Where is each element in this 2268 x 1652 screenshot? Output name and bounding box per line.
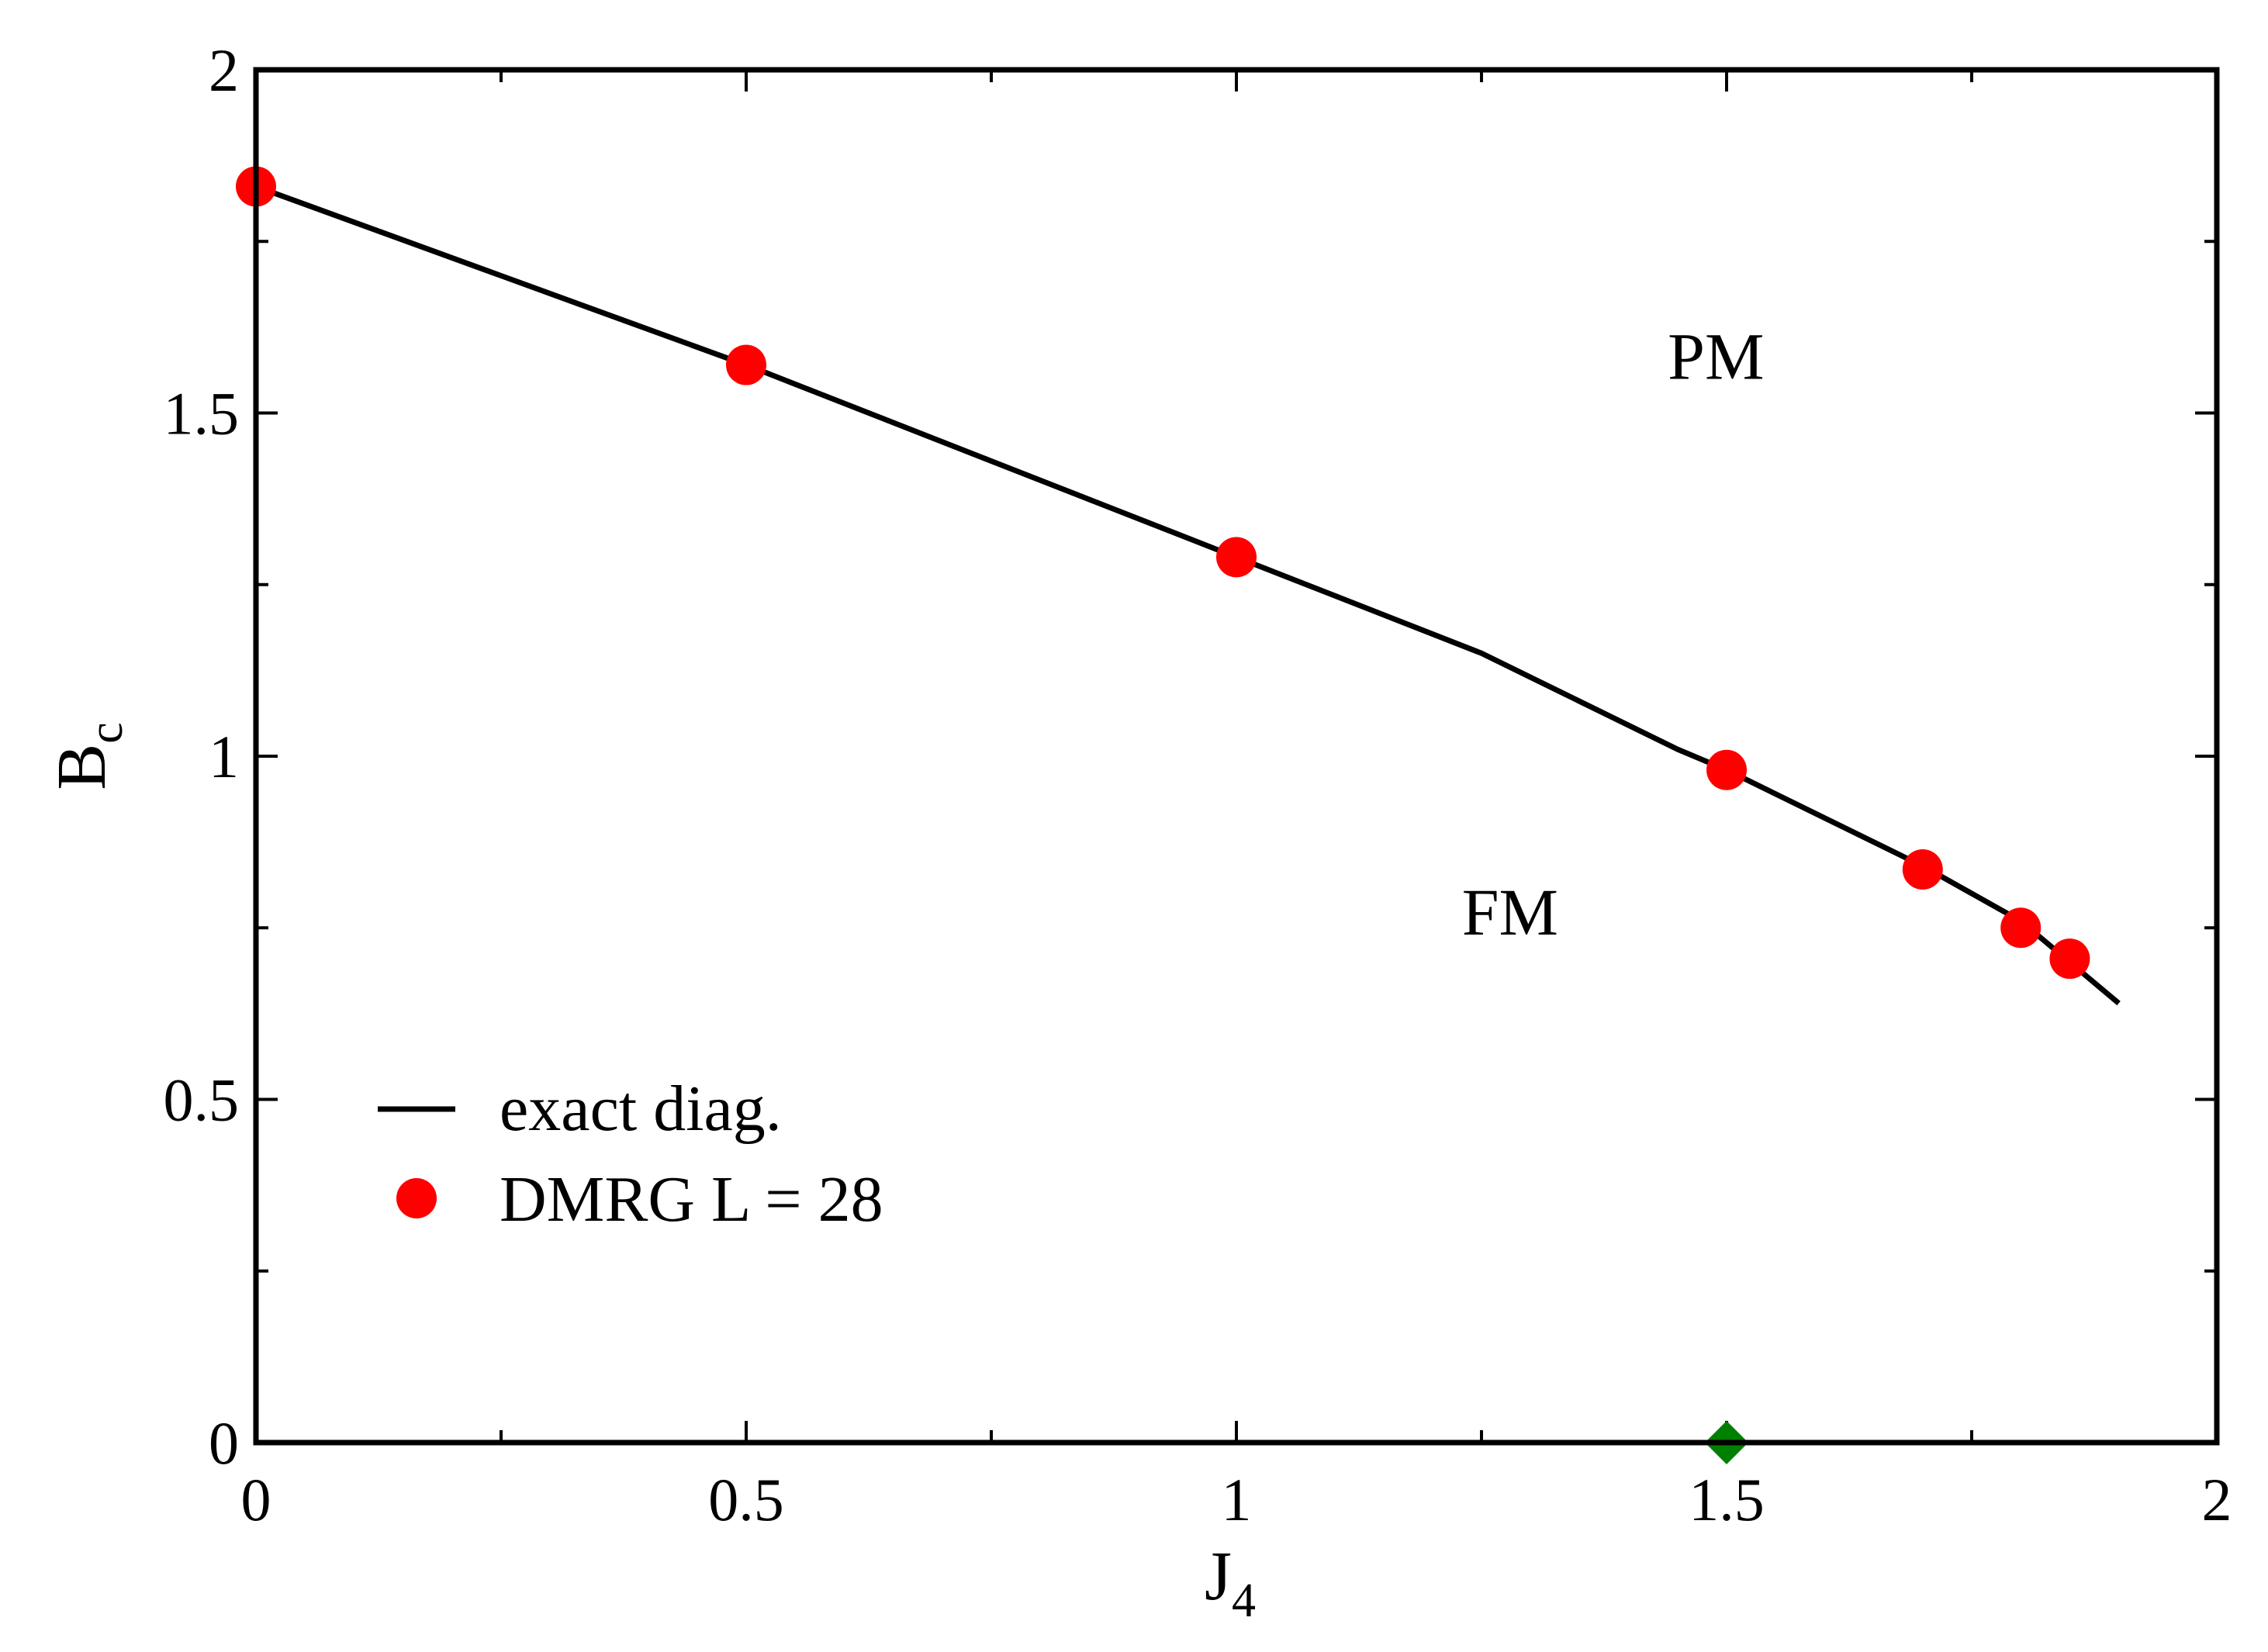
x-axis-label-main: J <box>1205 1538 1232 1615</box>
dmrg-point <box>2000 907 2042 949</box>
y-axis-label: Bc <box>43 722 133 790</box>
y-tick-label: 1.5 <box>164 380 240 448</box>
x-axis-label-subscript: 4 <box>1232 1574 1256 1627</box>
x-tick-label: 1 <box>1222 1466 1252 1533</box>
y-tick-label: 0 <box>209 1409 239 1477</box>
dmrg-point <box>1902 849 1943 890</box>
dmrg-point <box>1706 749 1747 790</box>
axis-tick-labels: 0 0.5 1 1.5 2 0 0.5 1 1.5 2 <box>164 36 2232 1533</box>
x-tick-label: 1.5 <box>1689 1466 1765 1533</box>
plot-frame <box>253 67 2220 1446</box>
y-axis-label-main: B <box>43 744 120 790</box>
legend-label-exact-diag: exact diag. <box>500 1073 782 1145</box>
axis-ticks <box>254 68 2218 1444</box>
dmrg-point <box>1216 537 1257 578</box>
x-tick-label: 2 <box>2202 1466 2232 1533</box>
legend-label-dmrg: DMRG L = 28 <box>500 1163 883 1236</box>
dmrg-point <box>2049 938 2090 980</box>
x-axis-label: J4 <box>1205 1538 1256 1627</box>
y-tick-label: 2 <box>209 36 239 104</box>
x-tick-label: 0 <box>241 1466 271 1533</box>
y-axis-label-subscript: c <box>80 722 133 744</box>
x-tick-label: 0.5 <box>708 1466 784 1533</box>
dmrg-point <box>726 344 766 385</box>
region-label-fm: FM <box>1462 875 1558 949</box>
y-tick-label: 0.5 <box>164 1066 240 1134</box>
series-layer <box>236 166 2121 1464</box>
region-label-pm: PM <box>1668 319 1764 393</box>
legend: exact diag. DMRG L = 28 <box>378 1073 883 1236</box>
y-tick-label: 1 <box>209 723 239 790</box>
series-line-exact-diag <box>254 184 2121 1006</box>
legend-dot-swatch <box>396 1178 437 1218</box>
